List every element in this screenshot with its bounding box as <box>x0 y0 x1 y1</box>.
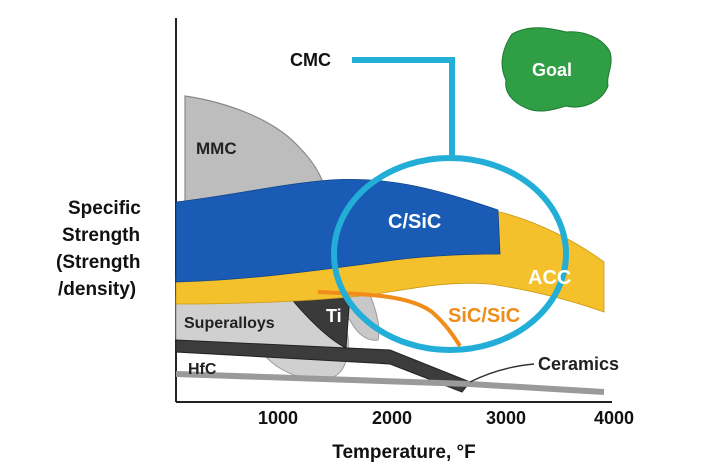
ceramics-leader-line <box>469 363 535 383</box>
cmc-label: CMC <box>290 50 331 70</box>
mmc-label: MMC <box>196 139 237 158</box>
hfc-label: HfC <box>188 361 217 378</box>
goal-shape <box>501 27 612 112</box>
ceramics-label: Ceramics <box>538 354 619 374</box>
y-axis-label-line-3: (Strength <box>56 252 140 273</box>
acc-label: ACC <box>528 267 571 289</box>
ti-label: Ti <box>326 306 342 326</box>
y-axis-label-line-2: Strength <box>62 225 140 246</box>
x-tick-4000: 4000 <box>594 408 634 428</box>
x-axis-label: Temperature, °F <box>332 442 475 463</box>
goal-label: Goal <box>532 60 572 80</box>
sic-sic-curve <box>317 290 462 348</box>
c-sic-label: C/SiC <box>388 211 441 233</box>
y-axis-label-line-1: Specific <box>68 198 141 219</box>
hfc-band <box>175 339 471 393</box>
y-axis-label-line-4: /density) <box>58 279 136 300</box>
x-tick-2000: 2000 <box>372 408 412 428</box>
ceramics-band <box>175 371 605 395</box>
cmc-connector-line <box>352 57 455 160</box>
x-tick-1000: 1000 <box>258 408 298 428</box>
x-tick-3000: 3000 <box>486 408 526 428</box>
superalloys-label: Superalloys <box>184 315 275 332</box>
sic-sic-label: SiC/SiC <box>448 305 520 327</box>
